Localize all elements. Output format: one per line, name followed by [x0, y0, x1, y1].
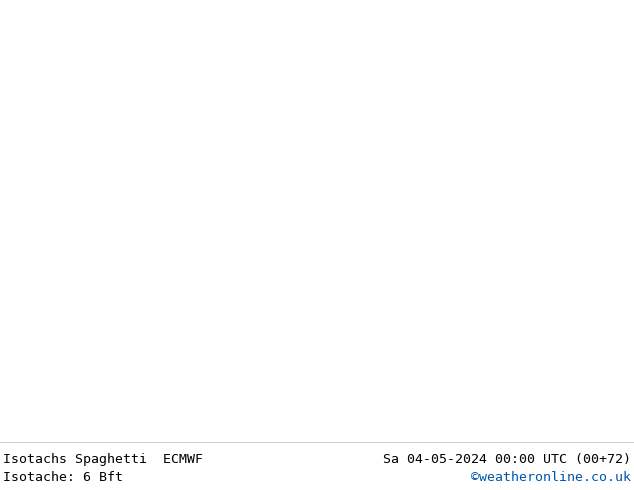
Text: Isotache: 6 Bft: Isotache: 6 Bft: [3, 471, 123, 484]
Text: Isotachs Spaghetti  ECMWF: Isotachs Spaghetti ECMWF: [3, 453, 203, 466]
Text: ©weatheronline.co.uk: ©weatheronline.co.uk: [471, 471, 631, 484]
Text: Sa 04-05-2024 00:00 UTC (00+72): Sa 04-05-2024 00:00 UTC (00+72): [383, 453, 631, 466]
